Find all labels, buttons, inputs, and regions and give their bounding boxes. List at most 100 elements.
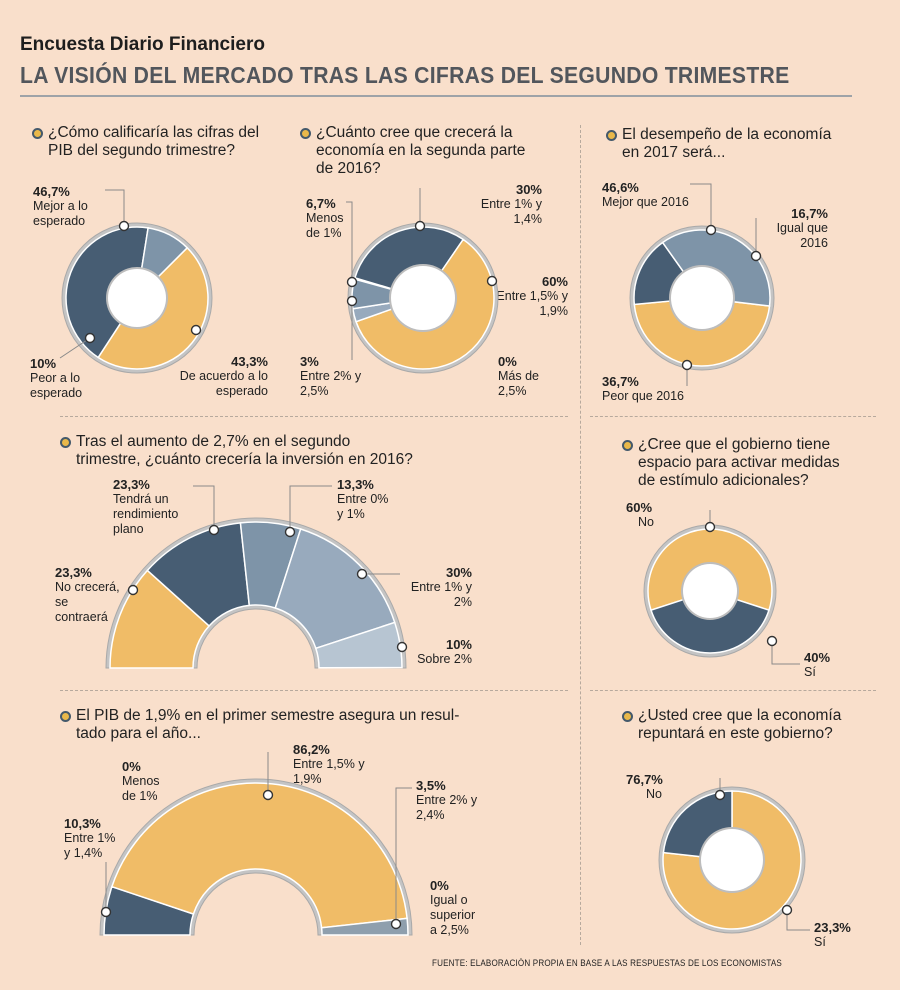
slice-text: Sí [804,665,816,679]
bullet-icon [60,711,71,722]
slice-label: 23,3% Tendrá un rendimiento plano [113,477,193,537]
leader-dot [714,789,726,801]
separator [590,690,876,691]
slice-label: 23,3% No crecerá, se contraerá [55,565,121,625]
slice-text: Mejor a lo esperado [33,199,88,228]
leader-dot [486,275,498,287]
slice-text: Peor que 2016 [602,389,685,403]
leader-line [346,201,353,282]
slice-value: 0% [430,878,449,893]
leader-dot [190,324,202,336]
slice-label: 76,7% No [626,772,663,802]
slice-text: Entre 1% y 1,4% [64,831,116,860]
slice-label: 46,6% Mejor que 2016 [602,180,689,210]
slice-text: De acuerdo a lo esperado [179,369,268,398]
question-7: ¿Usted cree que la economía repuntará en… [638,707,842,742]
leader-dot [118,220,130,232]
leader-line [771,641,800,665]
slice-value: 23,3% [113,477,150,492]
leader-dot [766,635,778,647]
leader-dot [84,332,96,344]
bullet-icon [32,128,43,139]
leader-dot [705,224,717,236]
slice-text: Entre 0% y 1% [337,492,389,521]
slice-value: 10,3% [64,816,101,831]
slice-text: Mejor que 2016 [602,195,689,209]
leader-dot [284,526,296,538]
question-1: ¿Cómo calificaría las cifras del PIB del… [48,124,260,159]
leader-dot [127,584,139,596]
slice-text: Peor a lo esperado [30,371,83,400]
slice-value: 86,2% [293,742,330,757]
slice-text: Entre 1% y 2% [410,580,472,609]
slice-value: 46,6% [602,180,639,195]
slice-label: 30% Entre 1% y 1,4% [470,182,542,227]
slice-value: 10% [30,356,57,371]
slice-value: 3,5% [416,778,446,793]
slice-text: Entre 2% y 2,5% [300,369,362,398]
slice-label: 3,5% Entre 2% y 2,4% [416,778,480,823]
leader-dot [262,789,274,801]
leader-dot [704,521,716,533]
question-line: tado para el año... [76,725,201,742]
slice-label: 30% Entre 1% y 2% [402,565,472,610]
leader-dot [396,641,408,653]
slice-text: Igual o superior a 2,5% [430,893,476,937]
leader-dot [346,295,358,307]
question-2: ¿Cuánto cree que crecerá la economía en … [316,124,526,177]
slice-label: 3% Entre 2% y 2,5% [300,354,364,399]
slice-text: No [646,787,662,801]
leader-dot [681,359,693,371]
slice-value: 46,7% [33,184,70,199]
slice-label: 10% Sobre 2% [410,637,472,667]
question-5: ¿Cree que el gobierno tiene espacio para… [638,436,840,489]
slice-value: 16,7% [791,206,828,221]
leader-line [105,189,125,226]
semi-slice [314,621,403,669]
separator [590,416,876,417]
slice-text: Entre 1,5% y 1,9% [293,757,365,786]
slice-value: 30% [445,565,472,580]
leader-line [59,337,91,359]
question-4: Tras el aumento de 2,7% en el segundo tr… [76,433,413,468]
separator [60,690,568,691]
slice-value: 43,3% [231,354,268,369]
slice-label: 60% Entre 1,5% y 1,9% [492,274,568,319]
slice-text: No [638,515,654,529]
slice-text: Entre 1,5% y 1,9% [496,289,568,318]
slice-value: 36,7% [602,374,639,389]
slice-text: Sí [814,935,826,949]
slice-text: Menos de 1% [306,211,344,240]
slice-label: 46,7% Mejor a lo esperado [33,184,131,229]
slice-text: Sobre 2% [417,652,472,666]
leader-dot [390,918,402,930]
slice-label: 43,3% De acuerdo a lo esperado [176,354,268,399]
slice-value: 13,3% [337,477,374,492]
bullet-icon [60,437,71,448]
slice-label: 0% Menos de 1% [122,759,170,804]
slice-value: 40% [804,650,831,665]
slice-label: 0% Más de 2,5% [498,354,558,399]
separator [60,416,568,417]
leader-dot [414,220,426,232]
main-title: LA VISIÓN DEL MERCADO TRAS LAS CIFRAS DE… [20,62,790,88]
semi-slice [110,782,408,929]
slice-label: 13,3% Entre 0% y 1% [337,477,397,522]
slice-value: 10% [445,637,472,652]
slice-text: Entre 2% y 2,4% [416,793,478,822]
donut-hole [701,829,763,891]
leader-dot [356,568,368,580]
donut-hole [683,564,737,618]
slice-label: 0% Igual o superior a 2,5% [430,878,480,938]
leader-dot [208,524,220,536]
slice-value: 3% [300,354,319,369]
slice-text: Entre 1% y 1,4% [480,197,542,226]
question-line: El PIB de 1,9% en el primer semestre ase… [76,707,460,724]
semi-slice [320,917,409,936]
slice-text: Más de 2,5% [498,369,539,398]
slice-value: 76,7% [626,772,663,787]
question-3: El desempeño de la economía en 2017 será… [622,126,832,161]
slice-text: Menos de 1% [122,774,160,803]
leader-dot [100,906,112,918]
